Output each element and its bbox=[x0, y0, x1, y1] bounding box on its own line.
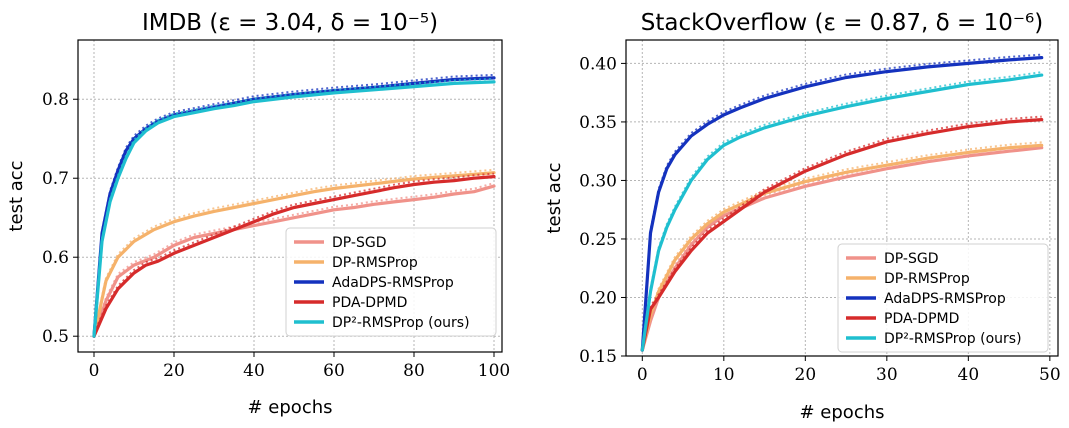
plot-frame bbox=[625, 39, 1059, 357]
legend-label: DP-SGD bbox=[332, 235, 386, 251]
y-tick-label: 0.8 bbox=[42, 90, 69, 110]
chart-title: IMDB (ε = 3.04, δ = 10⁻⁵) bbox=[142, 10, 438, 36]
legend-label: DP-SGD bbox=[884, 251, 938, 267]
legend-label: DP-RMSProp bbox=[884, 271, 970, 287]
series-line bbox=[92, 184, 496, 338]
series-lines bbox=[92, 73, 496, 338]
series-raw-line bbox=[93, 77, 495, 334]
legend-label: PDA-DPMD bbox=[332, 295, 407, 311]
stackoverflow-chart: StackOverflow (ε = 0.87, δ = 10⁻⁶) 0 10 20… bbox=[544, 10, 1061, 423]
series-line bbox=[640, 55, 1044, 352]
y-tick-label: 0.5 bbox=[42, 327, 69, 347]
series-line bbox=[92, 175, 496, 338]
y-tick-label: 0.40 bbox=[579, 54, 617, 74]
x-tick-label: 20 bbox=[163, 361, 185, 381]
legend: DP-SGD DP-RMSProp AdaDPS-RMSProp PDA-DPMD DP… bbox=[837, 243, 1049, 353]
imdb-chart: IMDB (ε = 3.04, δ = 10⁻⁵) 0 20 40 60 80 100 0.… bbox=[6, 10, 510, 418]
x-tick-label: 20 bbox=[795, 365, 817, 385]
series-line bbox=[640, 73, 1044, 352]
chart-title: StackOverflow (ε = 0.87, δ = 10⁻⁶) bbox=[641, 10, 1043, 36]
x-tick-label: 60 bbox=[323, 361, 345, 381]
x-tick-label: 50 bbox=[1039, 365, 1061, 385]
axis-ticks: 0 10 20 30 40 50 0.15 0.20 0.25 0.30 0.35 0.40 bbox=[579, 54, 1061, 385]
x-tick-label: 40 bbox=[243, 361, 265, 381]
series-raw-line bbox=[641, 53, 1042, 348]
series-line bbox=[92, 80, 496, 338]
legend-box bbox=[837, 243, 1049, 353]
x-tick-label: 80 bbox=[403, 361, 425, 381]
series-raw-line bbox=[93, 172, 495, 334]
legend-label: PDA-DPMD bbox=[884, 311, 959, 327]
y-tick-label: 0.35 bbox=[579, 113, 617, 133]
series-line bbox=[640, 117, 1044, 352]
legend-label: DP²-RMSProp (ours) bbox=[884, 331, 1022, 347]
y-tick-label: 0.30 bbox=[579, 171, 617, 191]
legend-label: AdaDPS-RMSProp bbox=[884, 291, 1006, 307]
series-lines bbox=[640, 53, 1044, 352]
axis-ticks: 0 20 40 60 80 100 0.5 0.6 0.7 0.8 bbox=[42, 90, 510, 381]
y-axis-title: test acc bbox=[544, 162, 565, 233]
legend: DP-SGD DP-RMSProp AdaDPS-RMSProp PDA-DPMD DP… bbox=[285, 227, 497, 337]
legend-box bbox=[285, 227, 497, 337]
series-raw-line bbox=[93, 182, 495, 334]
y-tick-label: 0.7 bbox=[42, 169, 69, 189]
legend-label: DP-RMSProp bbox=[332, 255, 418, 271]
y-tick-label: 0.25 bbox=[579, 230, 617, 250]
y-tick-label: 0.6 bbox=[42, 248, 69, 268]
legend-label: AdaDPS-RMSProp bbox=[332, 275, 454, 291]
series-raw-line bbox=[641, 115, 1042, 348]
x-tick-label: 0 bbox=[637, 365, 648, 385]
series-raw-line bbox=[641, 71, 1042, 348]
x-tick-label: 0 bbox=[89, 361, 100, 381]
x-axis-title: # epochs bbox=[248, 397, 333, 418]
plot-frame bbox=[77, 39, 503, 353]
x-tick-label: 100 bbox=[478, 361, 510, 381]
series-raw-line bbox=[93, 73, 495, 334]
x-tick-label: 10 bbox=[713, 365, 735, 385]
y-tick-label: 0.20 bbox=[579, 288, 617, 308]
series-line bbox=[92, 171, 496, 338]
x-tick-label: 30 bbox=[876, 365, 898, 385]
x-axis-title: # epochs bbox=[800, 402, 885, 423]
y-axis-title: test acc bbox=[6, 160, 27, 231]
legend-label: DP²-RMSProp (ours) bbox=[332, 315, 470, 331]
x-tick-label: 40 bbox=[958, 365, 980, 385]
y-tick-label: 0.15 bbox=[579, 347, 617, 367]
